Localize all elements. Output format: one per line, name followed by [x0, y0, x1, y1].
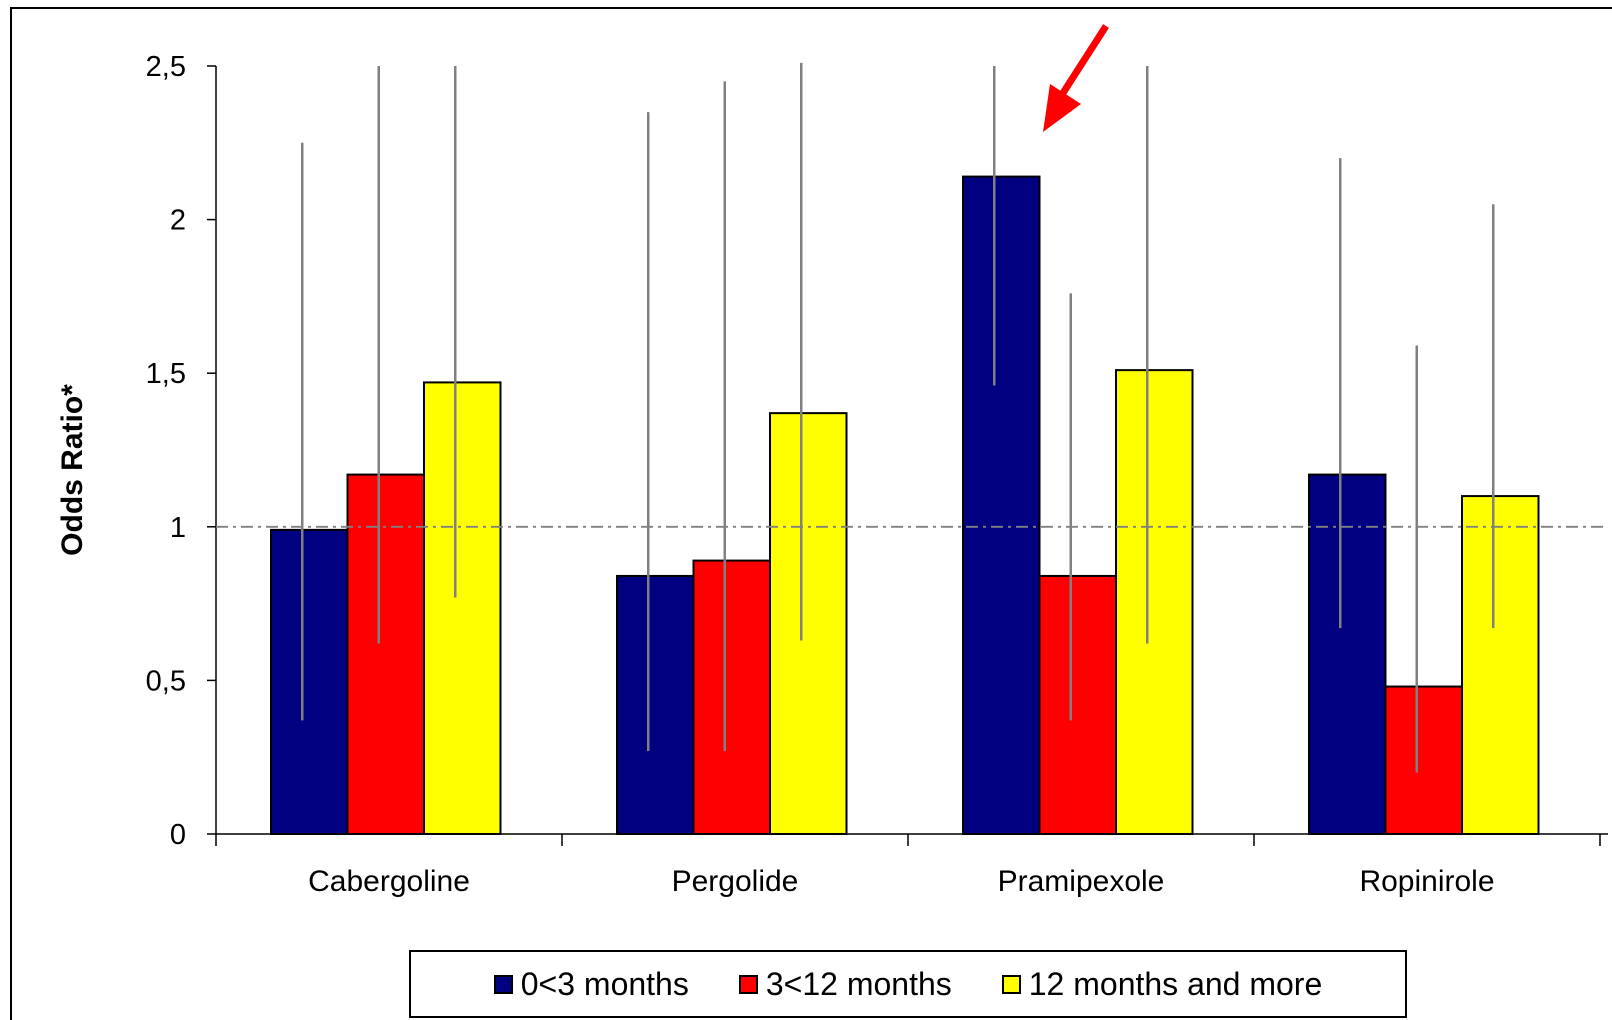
category-label-pramipexole: Pramipexole: [998, 865, 1165, 898]
chart-legend: 0<3 months 3<12 months 12 months and more: [409, 950, 1407, 1018]
bar-3-ropinirole: [1461, 495, 1540, 835]
legend-swatch: [1001, 974, 1021, 994]
category-label-cabergoline: Cabergoline: [308, 865, 470, 898]
legend-item-2: 3<12 months: [738, 965, 952, 1003]
legend-item-1: 0<3 months: [493, 965, 689, 1003]
bar-3-pramipexole: [1115, 369, 1194, 835]
legend-label: 0<3 months: [520, 965, 689, 1002]
bar-3-pergolide: [769, 412, 848, 835]
bar-2-ropinirole: [1384, 685, 1463, 835]
legend-item-3: 12 months and more: [1001, 965, 1323, 1003]
bar-2-pergolide: [692, 559, 771, 835]
y-tick-label: 2: [170, 205, 186, 237]
y-tick-label: 0,5: [146, 665, 186, 697]
y-tick-label: 1,5: [146, 358, 186, 390]
bar-1-cabergoline: [270, 528, 349, 835]
y-tick-label: 2,5: [146, 51, 186, 83]
bar-1-ropinirole: [1308, 473, 1387, 835]
bar-2-pramipexole: [1038, 574, 1117, 836]
legend-swatch: [738, 974, 758, 994]
bar-3-cabergoline: [423, 381, 502, 835]
arrow-shaft: [1060, 24, 1109, 95]
y-tick-label: 0: [170, 819, 186, 851]
category-label-ropinirole: Ropinirole: [1359, 865, 1494, 898]
y-tick-label: 1: [170, 512, 186, 544]
legend-label: 12 months and more: [1028, 965, 1323, 1002]
chart-frame: [10, 7, 1612, 1020]
legend-swatch: [493, 974, 513, 994]
bar-1-pergolide: [616, 574, 695, 836]
annotation-arrow: [1043, 24, 1109, 132]
legend-label: 3<12 months: [765, 965, 952, 1002]
bar-chart: 0 0,5 1 1,5 2 2,5 Odds Ratio* Cabergoline Pergol…: [56, 24, 1608, 898]
bar-2-cabergoline: [346, 473, 425, 835]
bar-1-pramipexole: [962, 175, 1041, 836]
y-axis-title: Odds Ratio*: [56, 384, 89, 556]
category-label-pergolide: Pergolide: [672, 865, 799, 898]
arrow-head: [1043, 84, 1081, 132]
